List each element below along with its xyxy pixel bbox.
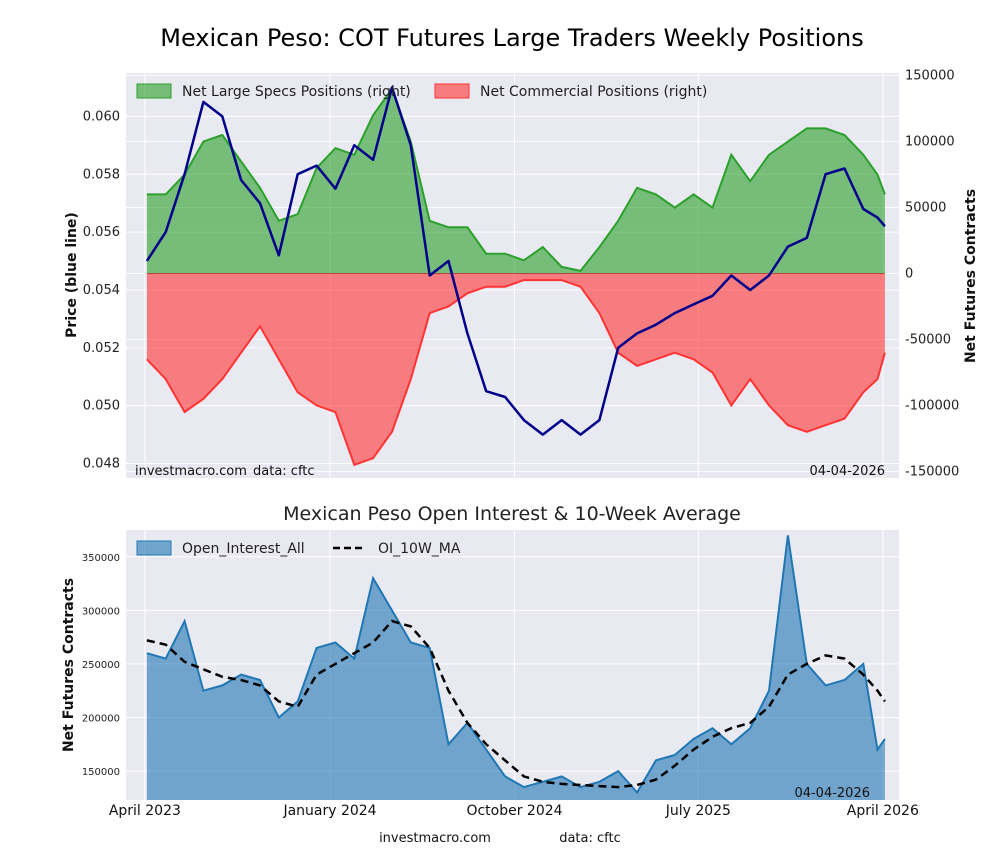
open-interest-area: [146, 535, 886, 800]
legend-label-moving-average: OI_10W_MA: [378, 541, 461, 557]
bottom-tick-label: 300000: [82, 606, 120, 617]
x-tick-label: April 2023: [109, 803, 181, 819]
top-left-tick-label: 0.048: [83, 457, 120, 472]
top-left-tick-label: 0.060: [83, 109, 120, 124]
bottom-tick-label: 200000: [82, 714, 120, 725]
top-right-tick-label: -100000: [905, 398, 959, 413]
bottom-date-note: 04-04-2026: [794, 786, 870, 801]
top-left-tick-label: 0.050: [83, 399, 120, 414]
large-specs-line: [146, 86, 886, 273]
top-source-note: investmacro.com: [135, 464, 247, 479]
x-tick-label: July 2025: [665, 803, 731, 819]
top-right-tick-label: 100000: [905, 135, 955, 150]
x-axis-ticks: April 2023 January 2024 October 2024 July 2…: [109, 803, 919, 819]
top-right-axis-label: Net Futures Contracts: [963, 189, 979, 363]
top-left-axis-label: Price (blue line): [64, 212, 80, 338]
bottom-tick-label: 350000: [82, 553, 120, 564]
top-left-tick-label: 0.054: [83, 283, 120, 298]
bottom-axis-ticks: 150000 200000 250000 300000 350000: [82, 553, 120, 778]
legend-swatch-large-specs: [136, 83, 172, 99]
top-right-tick-label: 50000: [905, 201, 946, 216]
legend-swatch-commercial: [434, 83, 470, 99]
open-interest-fill: [146, 535, 885, 800]
top-right-tick-label: -150000: [905, 464, 959, 479]
x-tick-label: October 2024: [466, 803, 562, 819]
commercial-area: [146, 273, 885, 465]
bottom-axis-label: Net Futures Contracts: [61, 578, 77, 752]
figure-title: Mexican Peso: COT Futures Large Traders …: [160, 24, 864, 52]
moving-average-line: [146, 619, 886, 789]
legend-label-open-interest: Open_Interest_All: [182, 541, 305, 557]
commercial-line: [146, 279, 886, 467]
bottom-legend: Open_Interest_All OI_10W_MA: [136, 540, 461, 557]
top-legend: Net Large Specs Positions (right) Net Co…: [136, 83, 707, 100]
top-left-axis-ticks: 0.048 0.050 0.052 0.054 0.056 0.058 0.060: [83, 109, 120, 471]
legend-label-commercial: Net Commercial Positions (right): [480, 84, 707, 100]
legend-swatch-open-interest: [136, 540, 172, 556]
bottom-tick-label: 150000: [82, 767, 120, 778]
top-price-line: [145, 86, 886, 436]
top-data-note: data: cftc: [253, 464, 315, 479]
top-left-tick-label: 0.058: [83, 167, 120, 182]
legend-label-large-specs: Net Large Specs Positions (right): [182, 84, 411, 100]
x-tick-label: January 2024: [282, 803, 376, 819]
top-date-note: 04-04-2026: [809, 464, 885, 479]
top-left-tick-label: 0.052: [83, 341, 120, 356]
top-right-tick-label: -50000: [905, 332, 951, 347]
x-tick-label: April 2026: [847, 803, 919, 819]
bottom-tick-label: 250000: [82, 660, 120, 671]
open-interest-panel: Mexican Peso Open Interest & 10-Week Ave…: [61, 503, 919, 819]
open-interest-line: [146, 535, 886, 795]
top-right-tick-label: 0: [905, 267, 913, 282]
top-right-tick-label: 150000: [905, 69, 955, 84]
price-positions-panel: 0.048 0.050 0.052 0.054 0.056 0.058 0.060 -150…: [64, 69, 979, 480]
top-position-areas: [146, 86, 886, 467]
top-right-axis-ticks: -150000 -100000 -50000 0 50000 100000 150000: [905, 69, 959, 480]
moving-average-path: [146, 619, 886, 789]
open-interest-title: Mexican Peso Open Interest & 10-Week Ave…: [283, 503, 741, 525]
footer-data: data: cftc: [559, 831, 621, 846]
large-specs-area: [146, 88, 885, 274]
footer-source: investmacro.com: [379, 831, 491, 846]
top-left-tick-label: 0.056: [83, 225, 120, 240]
price-line: [145, 86, 886, 436]
